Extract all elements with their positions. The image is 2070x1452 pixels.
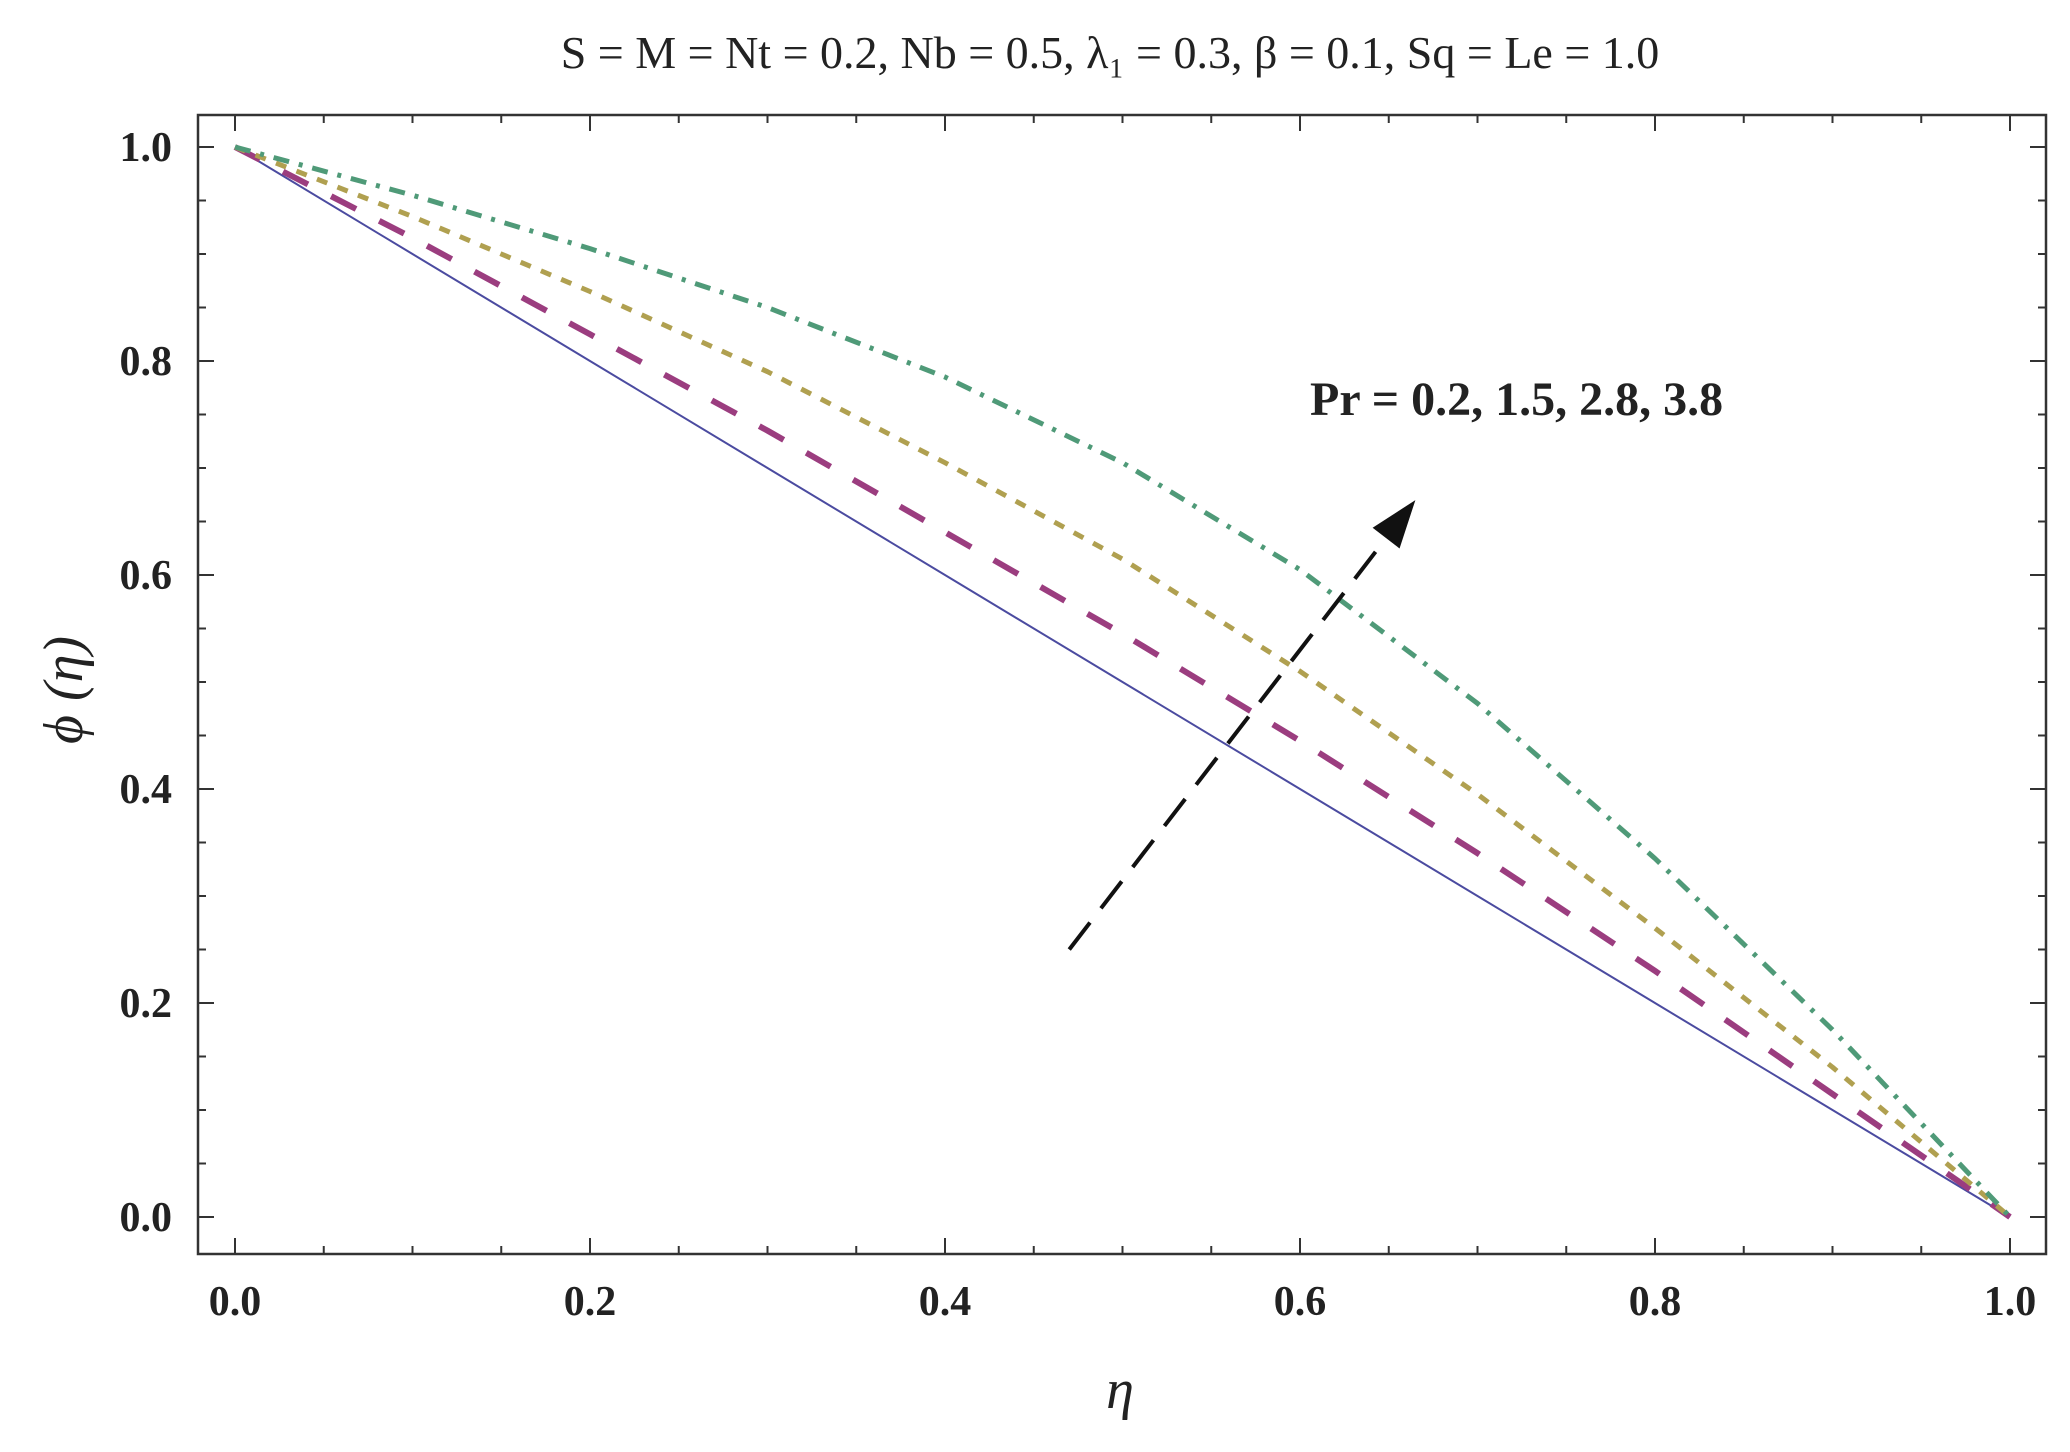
x-tick-label: 0.6 bbox=[1274, 1279, 1327, 1325]
x-tick-label: 1.0 bbox=[1984, 1279, 2037, 1325]
y-tick-label: 0.4 bbox=[120, 767, 173, 813]
series-lines bbox=[233, 144, 2012, 1220]
axis-ticks bbox=[198, 115, 2046, 1254]
y-tick-label: 0.6 bbox=[120, 553, 173, 599]
series-line-3 bbox=[234, 144, 2012, 1219]
series-line-2 bbox=[233, 144, 2012, 1220]
x-tick-label: 0.4 bbox=[919, 1279, 972, 1325]
y-tick-label: 1.0 bbox=[120, 125, 173, 171]
y-tick-label: 0.8 bbox=[120, 339, 173, 385]
x-axis-label: η bbox=[1106, 1359, 1134, 1421]
x-tick-label: 0.0 bbox=[209, 1279, 262, 1325]
x-tick-label: 0.2 bbox=[564, 1279, 617, 1325]
series-line-1 bbox=[234, 146, 2011, 1218]
series-line-4 bbox=[234, 144, 2012, 1219]
y-tick-label: 0.0 bbox=[120, 1195, 173, 1241]
y-axis-label: ϕ (η) bbox=[33, 636, 95, 744]
annotation-arrow-shaft bbox=[1067, 536, 1388, 951]
y-tick-label: 0.2 bbox=[120, 981, 173, 1027]
annotation-arrow-head bbox=[1372, 500, 1416, 549]
x-tick-label: 0.8 bbox=[1629, 1279, 1682, 1325]
annotation: Pr = 0.2, 1.5, 2.8, 3.8 bbox=[1067, 373, 1723, 951]
chart-title: S = M = Nt = 0.2, Nb = 0.5, λ₁ = 0.3, β … bbox=[561, 27, 1660, 78]
annotation-label: Pr = 0.2, 1.5, 2.8, 3.8 bbox=[1310, 373, 1723, 426]
axis-tick-labels: 0.0 0.2 0.4 0.6 0.8 1.0 0.0 0.2 0.4 0.6 0.8 1.0 bbox=[120, 125, 2037, 1325]
